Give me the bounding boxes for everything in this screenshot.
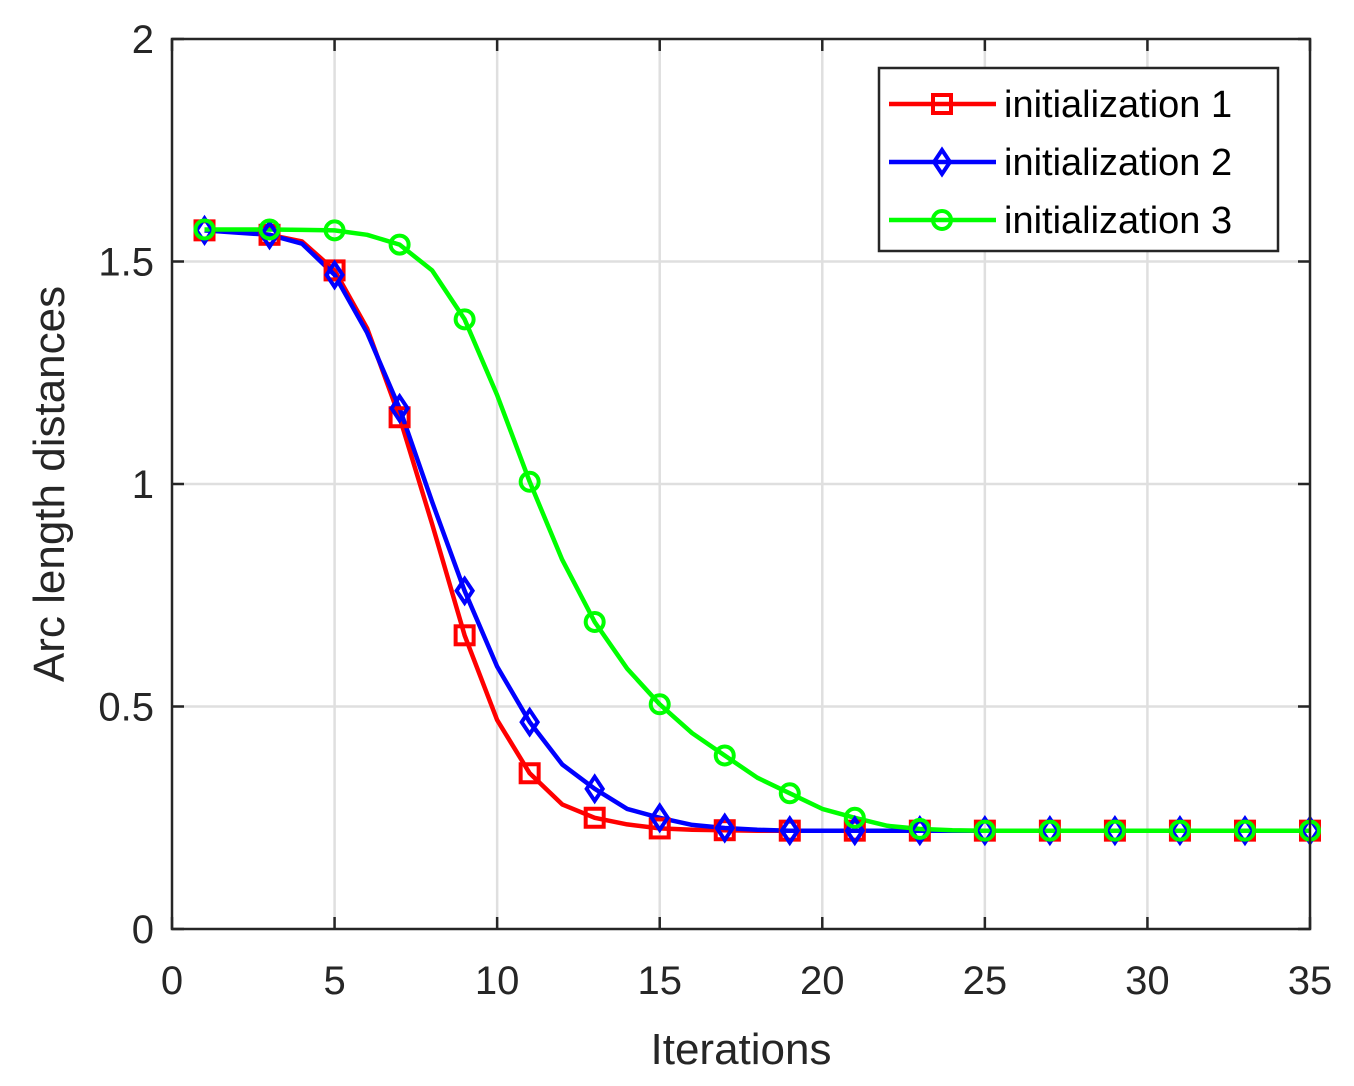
data-point-series-2 (519, 706, 541, 738)
data-point-series-1 (648, 817, 671, 840)
data-point-series-2 (649, 802, 671, 834)
x-tick-label: 15 (637, 959, 682, 1003)
data-point-series-1 (453, 624, 476, 647)
data-point-series-3 (778, 782, 801, 805)
legend-label-2: initialization 2 (1004, 142, 1232, 184)
data-point-series-2 (324, 259, 345, 291)
data-point-series-3 (1168, 819, 1191, 842)
data-point-series-3 (453, 308, 476, 331)
data-point-series-2 (779, 815, 801, 847)
data-point-series-2 (1234, 815, 1256, 847)
data-point-series-2 (974, 815, 996, 847)
legend-marker-1 (931, 93, 953, 115)
y-tick-label: 1.5 (98, 241, 154, 285)
y-tick-label: 1 (132, 463, 154, 507)
data-point-series-3 (908, 817, 931, 840)
data-point-series-3 (1038, 819, 1061, 842)
legend-marker-2 (931, 146, 953, 178)
x-tick-label: 20 (800, 959, 845, 1003)
y-tick-labels: 0 0.5 1 1.5 2 (98, 18, 154, 952)
data-point-series-3 (713, 744, 736, 767)
legend-label-1: initialization 1 (1004, 84, 1232, 126)
data-point-series-2 (1039, 815, 1061, 847)
x-tick-label: 10 (475, 959, 520, 1003)
data-point-series-3 (1233, 819, 1256, 842)
data-point-series-3 (973, 819, 996, 842)
legend-marker-3 (931, 209, 953, 231)
data-point-series-2 (584, 773, 606, 805)
legend-label-3: initialization 3 (1004, 200, 1232, 242)
data-point-series-2 (714, 812, 736, 844)
y-tick-label: 2 (132, 18, 154, 62)
data-point-series-1 (583, 806, 606, 829)
data-point-series-3 (843, 806, 866, 829)
x-tick-label: 5 (323, 959, 345, 1003)
data-point-series-2 (1169, 815, 1191, 847)
data-point-series-3 (1103, 819, 1126, 842)
data-point-series-3 (388, 233, 411, 256)
x-tick-label: 30 (1125, 959, 1170, 1003)
data-point-series-2 (194, 214, 215, 246)
data-point-series-3 (258, 218, 281, 241)
data-point-series-2 (1104, 815, 1126, 847)
x-tick-labels: 0 5 10 15 20 25 30 35 (161, 959, 1332, 1003)
data-point-series-3 (193, 218, 216, 241)
y-tick-label: 0 (132, 908, 154, 952)
data-point-series-3 (583, 610, 606, 633)
data-point-series-2 (389, 392, 411, 424)
x-tick-label: 35 (1288, 959, 1333, 1003)
x-tick-label: 0 (161, 959, 183, 1003)
data-point-series-3 (518, 470, 541, 493)
data-point-series-1 (518, 762, 541, 785)
y-tick-label: 0.5 (98, 686, 154, 730)
data-point-series-1 (388, 406, 411, 429)
x-axis-label: Iterations (651, 1025, 832, 1074)
data-point-series-2 (259, 219, 280, 251)
data-point-series-3 (648, 693, 671, 716)
tick-marks (170, 37, 1312, 931)
data-point-series-2 (909, 815, 931, 847)
y-axis-label: Arc length distances (25, 286, 74, 682)
data-point-series-3 (323, 219, 346, 242)
data-point-series-2 (454, 575, 476, 607)
x-tick-label: 25 (963, 959, 1008, 1003)
legend: initialization 1 initialization 2 initiali… (877, 66, 1280, 253)
